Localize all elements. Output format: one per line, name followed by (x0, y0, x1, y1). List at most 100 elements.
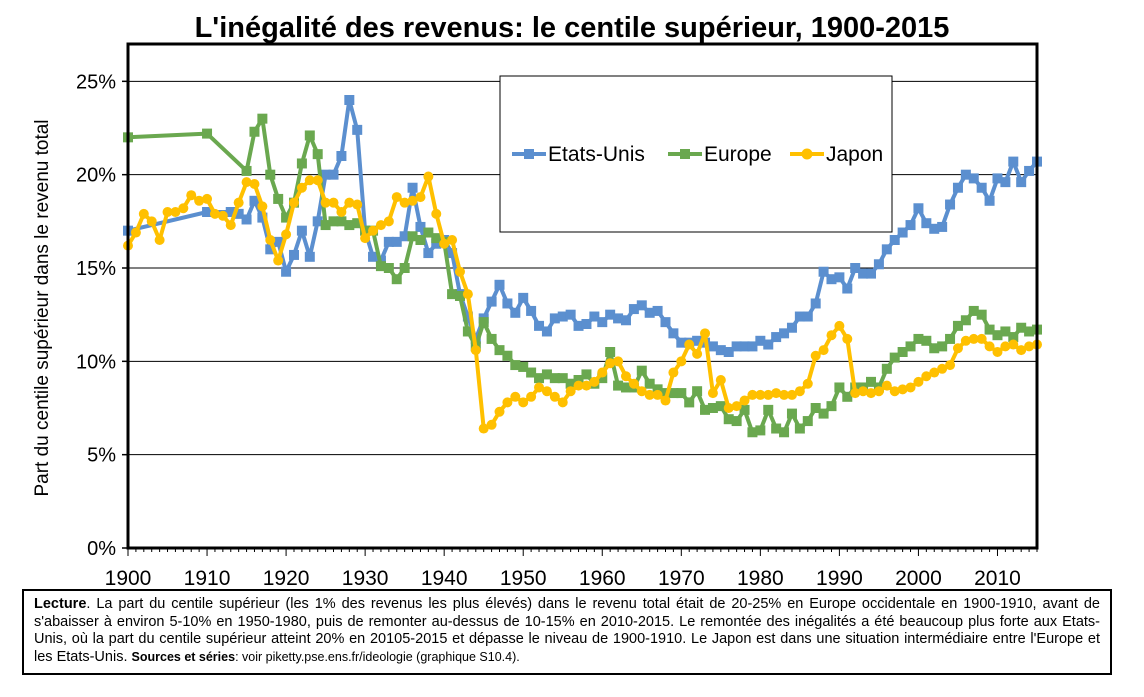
data-point (344, 197, 355, 208)
data-point (763, 404, 774, 415)
data-point (391, 192, 402, 203)
data-point (154, 235, 165, 245)
data-point (692, 335, 703, 346)
data-point (478, 423, 489, 434)
data-point (573, 320, 584, 331)
data-point (858, 386, 869, 397)
data-point (288, 197, 299, 208)
data-point (565, 378, 576, 389)
chart-title: L'inégalité des revenus: le centile supé… (194, 12, 950, 44)
data-point (644, 307, 655, 318)
data-point (320, 197, 331, 208)
data-point (779, 427, 790, 438)
data-point (905, 341, 916, 352)
data-point (715, 375, 726, 385)
data-point (502, 350, 513, 361)
data-point (249, 195, 260, 206)
data-point (423, 227, 434, 238)
data-point (581, 380, 592, 391)
caption-sources-text: : voir piketty.pse.ens.fr/ideologie (gra… (235, 649, 520, 664)
data-point (510, 360, 521, 371)
data-point (692, 386, 703, 397)
data-point (510, 391, 521, 402)
data-point (162, 207, 173, 217)
data-point (296, 225, 307, 236)
data-point (391, 236, 402, 247)
data-point (968, 333, 979, 344)
data-point (984, 324, 995, 335)
data-point (897, 384, 908, 395)
y-axis-ticks: 0% 5% 10% 15% 20% 25% (76, 71, 128, 560)
data-point (763, 339, 774, 350)
data-point (984, 195, 995, 206)
data-point (786, 408, 797, 419)
data-point (1000, 341, 1011, 352)
caption-text: . La part du centile supérieur (les 1% d… (34, 596, 1100, 665)
data-point (613, 356, 624, 367)
data-point (707, 388, 718, 399)
data-point (952, 320, 963, 331)
data-point (233, 197, 244, 208)
data-point (170, 207, 181, 217)
data-point (613, 313, 624, 324)
data-point (818, 408, 829, 419)
data-point (541, 326, 552, 337)
data-point (304, 130, 315, 141)
data-point (557, 311, 568, 322)
data-point (913, 203, 924, 214)
data-point (447, 289, 458, 300)
data-point (850, 388, 861, 399)
data-point (470, 345, 481, 356)
data-point (700, 404, 711, 415)
data-point (383, 263, 394, 273)
data-point (676, 356, 687, 367)
data-point (375, 220, 386, 231)
data-point (660, 395, 671, 406)
data-point (960, 335, 971, 346)
data-point (779, 328, 790, 339)
data-point (668, 388, 679, 399)
legend-item: Etats-Unis (512, 143, 645, 166)
y-tick-label: 20% (76, 165, 116, 187)
data-point (344, 220, 355, 231)
data-point (281, 212, 292, 223)
data-point (628, 378, 639, 389)
data-point (889, 386, 900, 397)
x-tick-label: 1940 (421, 567, 468, 590)
data-point (526, 391, 537, 402)
data-point (415, 192, 426, 203)
data-point (257, 201, 268, 212)
data-point (881, 380, 892, 391)
data-point (281, 266, 292, 277)
data-point (620, 315, 631, 326)
data-point (462, 289, 473, 300)
data-point (636, 386, 647, 397)
data-point (257, 212, 268, 223)
data-point (660, 388, 671, 399)
data-point (518, 292, 529, 303)
data-point (249, 126, 260, 137)
data-point (707, 341, 718, 352)
plot-frame (126, 42, 1039, 550)
data-point (992, 330, 1003, 341)
data-point (739, 395, 750, 406)
data-point (794, 311, 805, 322)
data-point (945, 360, 956, 371)
data-point (431, 238, 442, 249)
y-tick-label: 5% (87, 445, 116, 467)
x-tick-label: 2000 (895, 567, 942, 590)
data-point (929, 223, 940, 234)
data-point (707, 403, 718, 413)
data-point (423, 248, 434, 259)
data-point (1000, 177, 1011, 188)
caption-sources-label: Sources et séries (131, 649, 236, 664)
x-tick-label: 1910 (184, 567, 231, 590)
data-point (700, 328, 711, 339)
data-point (731, 416, 742, 427)
data-point (842, 391, 853, 402)
data-point (628, 304, 639, 315)
data-point (320, 220, 331, 231)
data-point (873, 259, 884, 270)
data-point (605, 309, 616, 320)
data-point (589, 376, 600, 387)
